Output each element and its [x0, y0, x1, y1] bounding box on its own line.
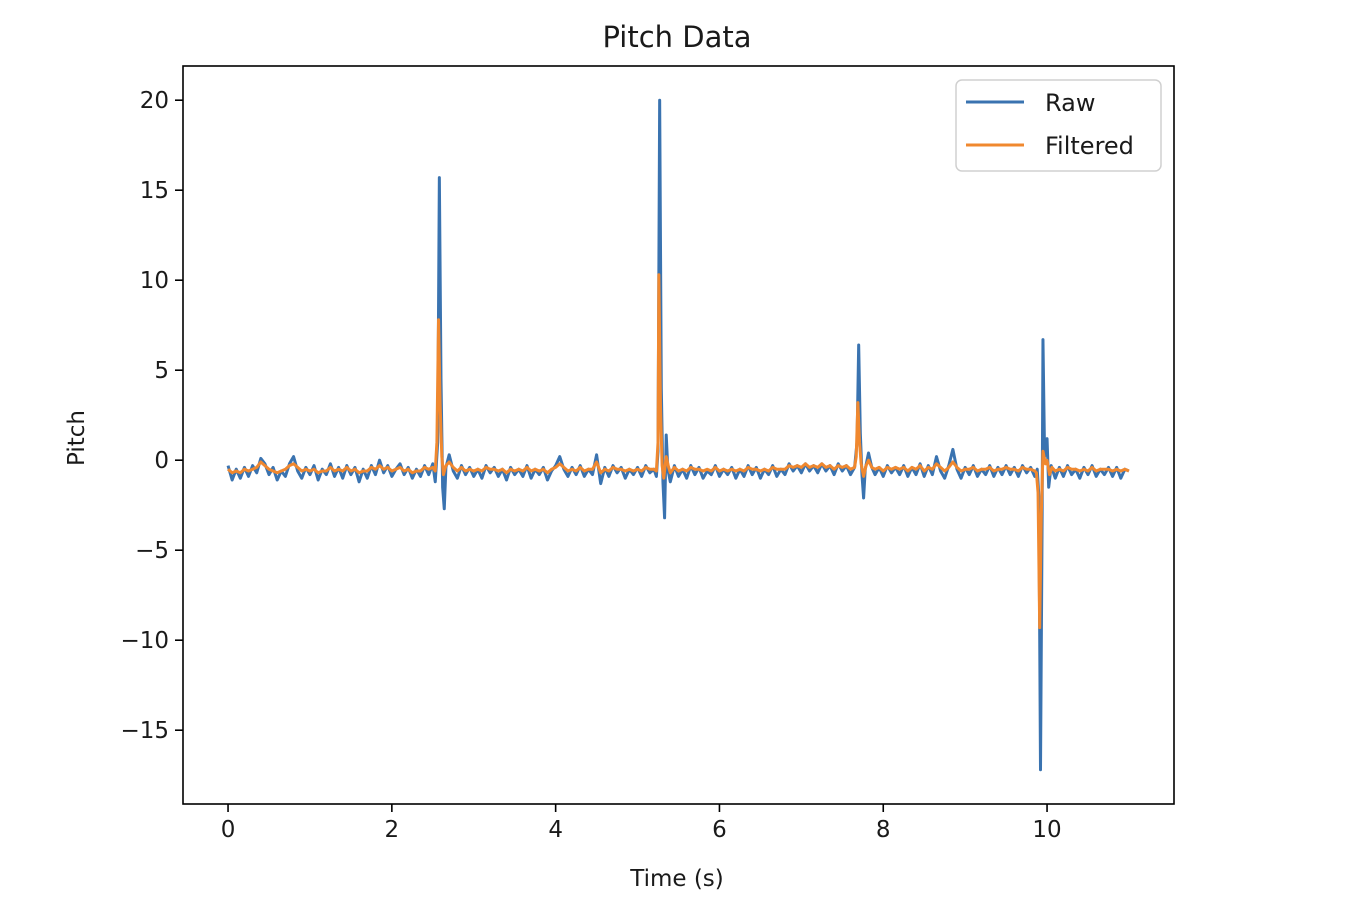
legend: Raw Filtered	[955, 79, 1162, 172]
y-tick-label: −5	[135, 538, 169, 564]
plot-background	[183, 66, 1174, 804]
chart-title: Pitch Data	[602, 20, 751, 54]
x-tick-label: 6	[712, 817, 727, 843]
legend-label-filtered: Filtered	[1045, 132, 1134, 160]
legend-label-raw: Raw	[1045, 89, 1095, 117]
y-tick-label: 15	[140, 178, 169, 204]
y-axis: 20 15 10 5 0 −5 −10 −15	[120, 88, 183, 744]
y-tick-label: 20	[140, 88, 169, 114]
y-tick-label: 10	[140, 268, 169, 294]
y-tick-label: −15	[120, 718, 169, 744]
plot-frame	[182, 65, 1175, 805]
y-tick-label: 5	[154, 358, 169, 384]
y-axis-label: Pitch	[64, 410, 90, 466]
series-layer	[226, 98, 1130, 772]
x-axis-label: Time (s)	[629, 866, 724, 892]
y-tick-label: 0	[154, 448, 169, 474]
x-tick-label: 0	[221, 817, 236, 843]
x-tick-label: 8	[876, 817, 891, 843]
x-tick-label: 10	[1032, 817, 1061, 843]
y-tick-label: −10	[120, 628, 169, 654]
x-tick-label: 4	[548, 817, 563, 843]
x-tick-label: 2	[385, 817, 400, 843]
series-line-raw	[226, 98, 1130, 772]
plot-area	[182, 65, 1175, 805]
x-axis: 0 2 4 6 8 10	[221, 804, 1062, 843]
series-line-filtered	[227, 273, 1130, 630]
